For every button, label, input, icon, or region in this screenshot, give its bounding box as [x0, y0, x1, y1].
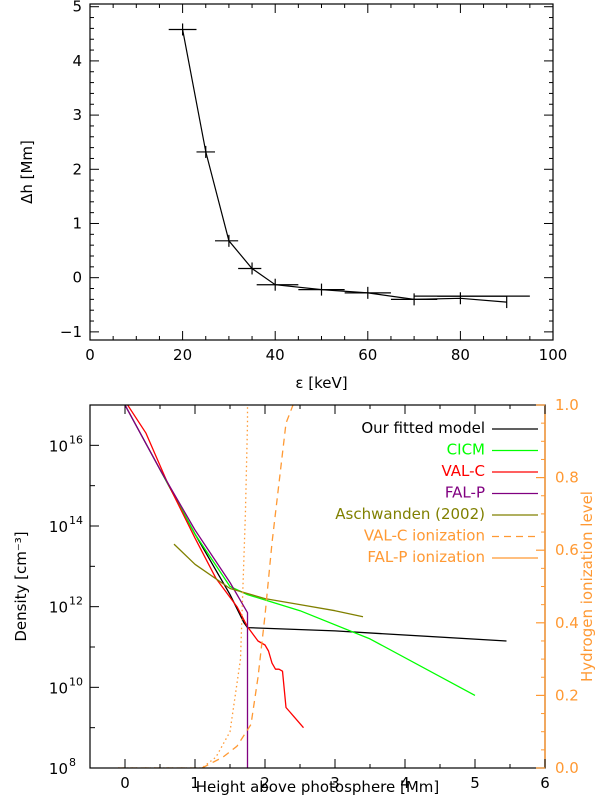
bottom-y-tick-label: 10 — [49, 679, 68, 697]
bottom-chart-series — [118, 405, 507, 768]
bottom-y-tick-label: 10 — [49, 760, 68, 778]
bottom-y-tick-label: 10 — [49, 518, 68, 536]
top-x-tick-label: 80 — [451, 346, 470, 364]
bottom-chart-frame — [89, 404, 546, 769]
legend-label: VAL-C ionization — [364, 527, 485, 545]
top-y-tick-label: 2 — [72, 160, 82, 178]
bottom-x-tick-label: 0 — [120, 774, 130, 792]
bottom-chart-y-axis-label: Density [cm⁻³] — [12, 531, 30, 641]
legend-label: FAL-P ionization — [367, 548, 485, 566]
top-x-tick-label: 0 — [85, 346, 95, 364]
top-chart-y-axis-label: Δh [Mm] — [18, 140, 36, 204]
bottom-series-line — [124, 405, 249, 768]
top-x-tick-label: 40 — [266, 346, 285, 364]
legend-label: Our fitted model — [361, 419, 485, 437]
legend-label: FAL-P — [445, 484, 485, 502]
top-series-line — [182, 29, 507, 303]
right-y-tick-label: 0.6 — [555, 541, 579, 559]
bottom-series-line — [118, 405, 294, 768]
bottom-x-tick-label: 5 — [470, 774, 480, 792]
top-y-tick-label: 0 — [72, 269, 82, 287]
bottom-x-tick-label: 4 — [400, 774, 410, 792]
legend-label: VAL-C — [441, 462, 485, 480]
bottom-y-tick-exponent: 12 — [69, 595, 83, 608]
bottom-chart-x-axis-label: Height above photosphere [Mm] — [196, 778, 440, 796]
bottom-x-tick-label: 1 — [190, 774, 200, 792]
right-y-tick-label: 0.2 — [555, 686, 579, 704]
legend-label: CICM — [447, 441, 485, 459]
top-y-tick-label: 3 — [72, 106, 82, 124]
right-y-tick-label: 1.0 — [555, 396, 579, 414]
right-y-tick-label: 0.4 — [555, 614, 579, 632]
bottom-chart-right-axis-label: Hydrogen ionization level — [578, 491, 596, 682]
top-y-tick-label: −1 — [60, 323, 82, 341]
bottom-x-tick-label: 6 — [540, 774, 550, 792]
bottom-y-tick-exponent: 16 — [69, 433, 83, 446]
bottom-series-line — [173, 543, 364, 618]
bottom-y-tick-label: 10 — [49, 437, 68, 455]
top-x-tick-label: 60 — [358, 346, 377, 364]
bottom-series-line — [118, 405, 249, 768]
top-y-tick-label: 1 — [72, 214, 82, 232]
top-chart-series — [168, 23, 530, 309]
bottom-y-tick-exponent: 8 — [69, 756, 76, 769]
right-y-tick-label: 0.8 — [555, 469, 579, 487]
bottom-y-tick-exponent: 10 — [69, 675, 83, 688]
top-x-tick-label: 100 — [539, 346, 568, 364]
top-y-tick-label: 5 — [72, 0, 82, 16]
bottom-y-tick-exponent: 14 — [69, 514, 83, 527]
right-y-tick-label: 0.0 — [555, 759, 579, 777]
bottom-series-line — [126, 405, 304, 729]
top-y-tick-label: 4 — [72, 52, 82, 70]
top-x-tick-label: 20 — [173, 346, 192, 364]
bottom-series-line — [159, 469, 476, 696]
legend-label: Aschwanden (2002) — [335, 505, 485, 523]
top-chart-x-axis-label: ε [keV] — [295, 374, 347, 392]
bottom-chart-legend: Our fitted model CICM VAL-C FAL-P Aschwanden… — [335, 419, 538, 566]
bottom-y-tick-label: 10 — [49, 599, 68, 617]
bottom-x-tick-label: 2 — [260, 774, 270, 792]
bottom-x-tick-label: 3 — [330, 774, 340, 792]
